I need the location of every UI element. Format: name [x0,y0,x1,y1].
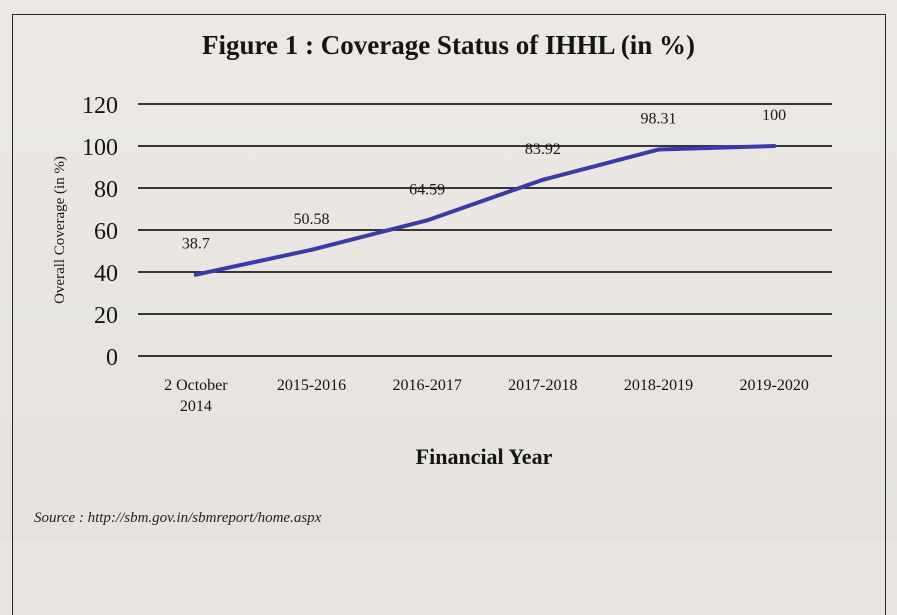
y-tick-label: 40 [94,261,118,287]
data-point [656,147,661,152]
x-tick-label: 2016-2017 [393,377,462,394]
x-tick-label: 2015-2016 [277,377,346,394]
data-label: 100 [762,107,786,124]
data-label: 83.92 [525,141,561,158]
data-label: 64.59 [409,181,445,198]
data-label: 98.31 [641,111,677,128]
y-tick-label: 60 [94,219,118,245]
y-tick-label: 0 [106,345,118,371]
x-tick-label: 2 October 2014 [164,377,228,415]
data-point [772,144,777,148]
series-line [193,144,777,277]
data-label: 38.7 [182,236,210,253]
line-chart: 0 20 40 60 80 100 120 Overall Coverage (in %) 2 … [52,93,832,469]
figure-border [12,14,886,615]
y-axis-label: Overall Coverage (in %) [52,156,68,304]
chart-title: Figure 1 : Coverage Status of IHHL (in %… [202,30,695,60]
data-point [425,218,430,223]
x-tick-label: 2017-2018 [508,377,577,394]
y-tick-label: 120 [82,93,118,119]
y-tick-label: 100 [82,135,118,161]
y-tick-label: 20 [94,303,118,329]
source-note: Source : http://sbm.gov.in/sbmreport/hom… [34,510,322,526]
x-tick-label: 2019-2020 [740,377,809,394]
data-point [540,177,545,182]
x-tick-label: 2018-2019 [624,377,693,394]
data-label: 50.58 [294,211,330,228]
data-point [193,272,198,277]
x-axis-label: Financial Year [416,444,553,469]
data-point [309,247,314,252]
y-tick-label: 80 [94,177,118,203]
